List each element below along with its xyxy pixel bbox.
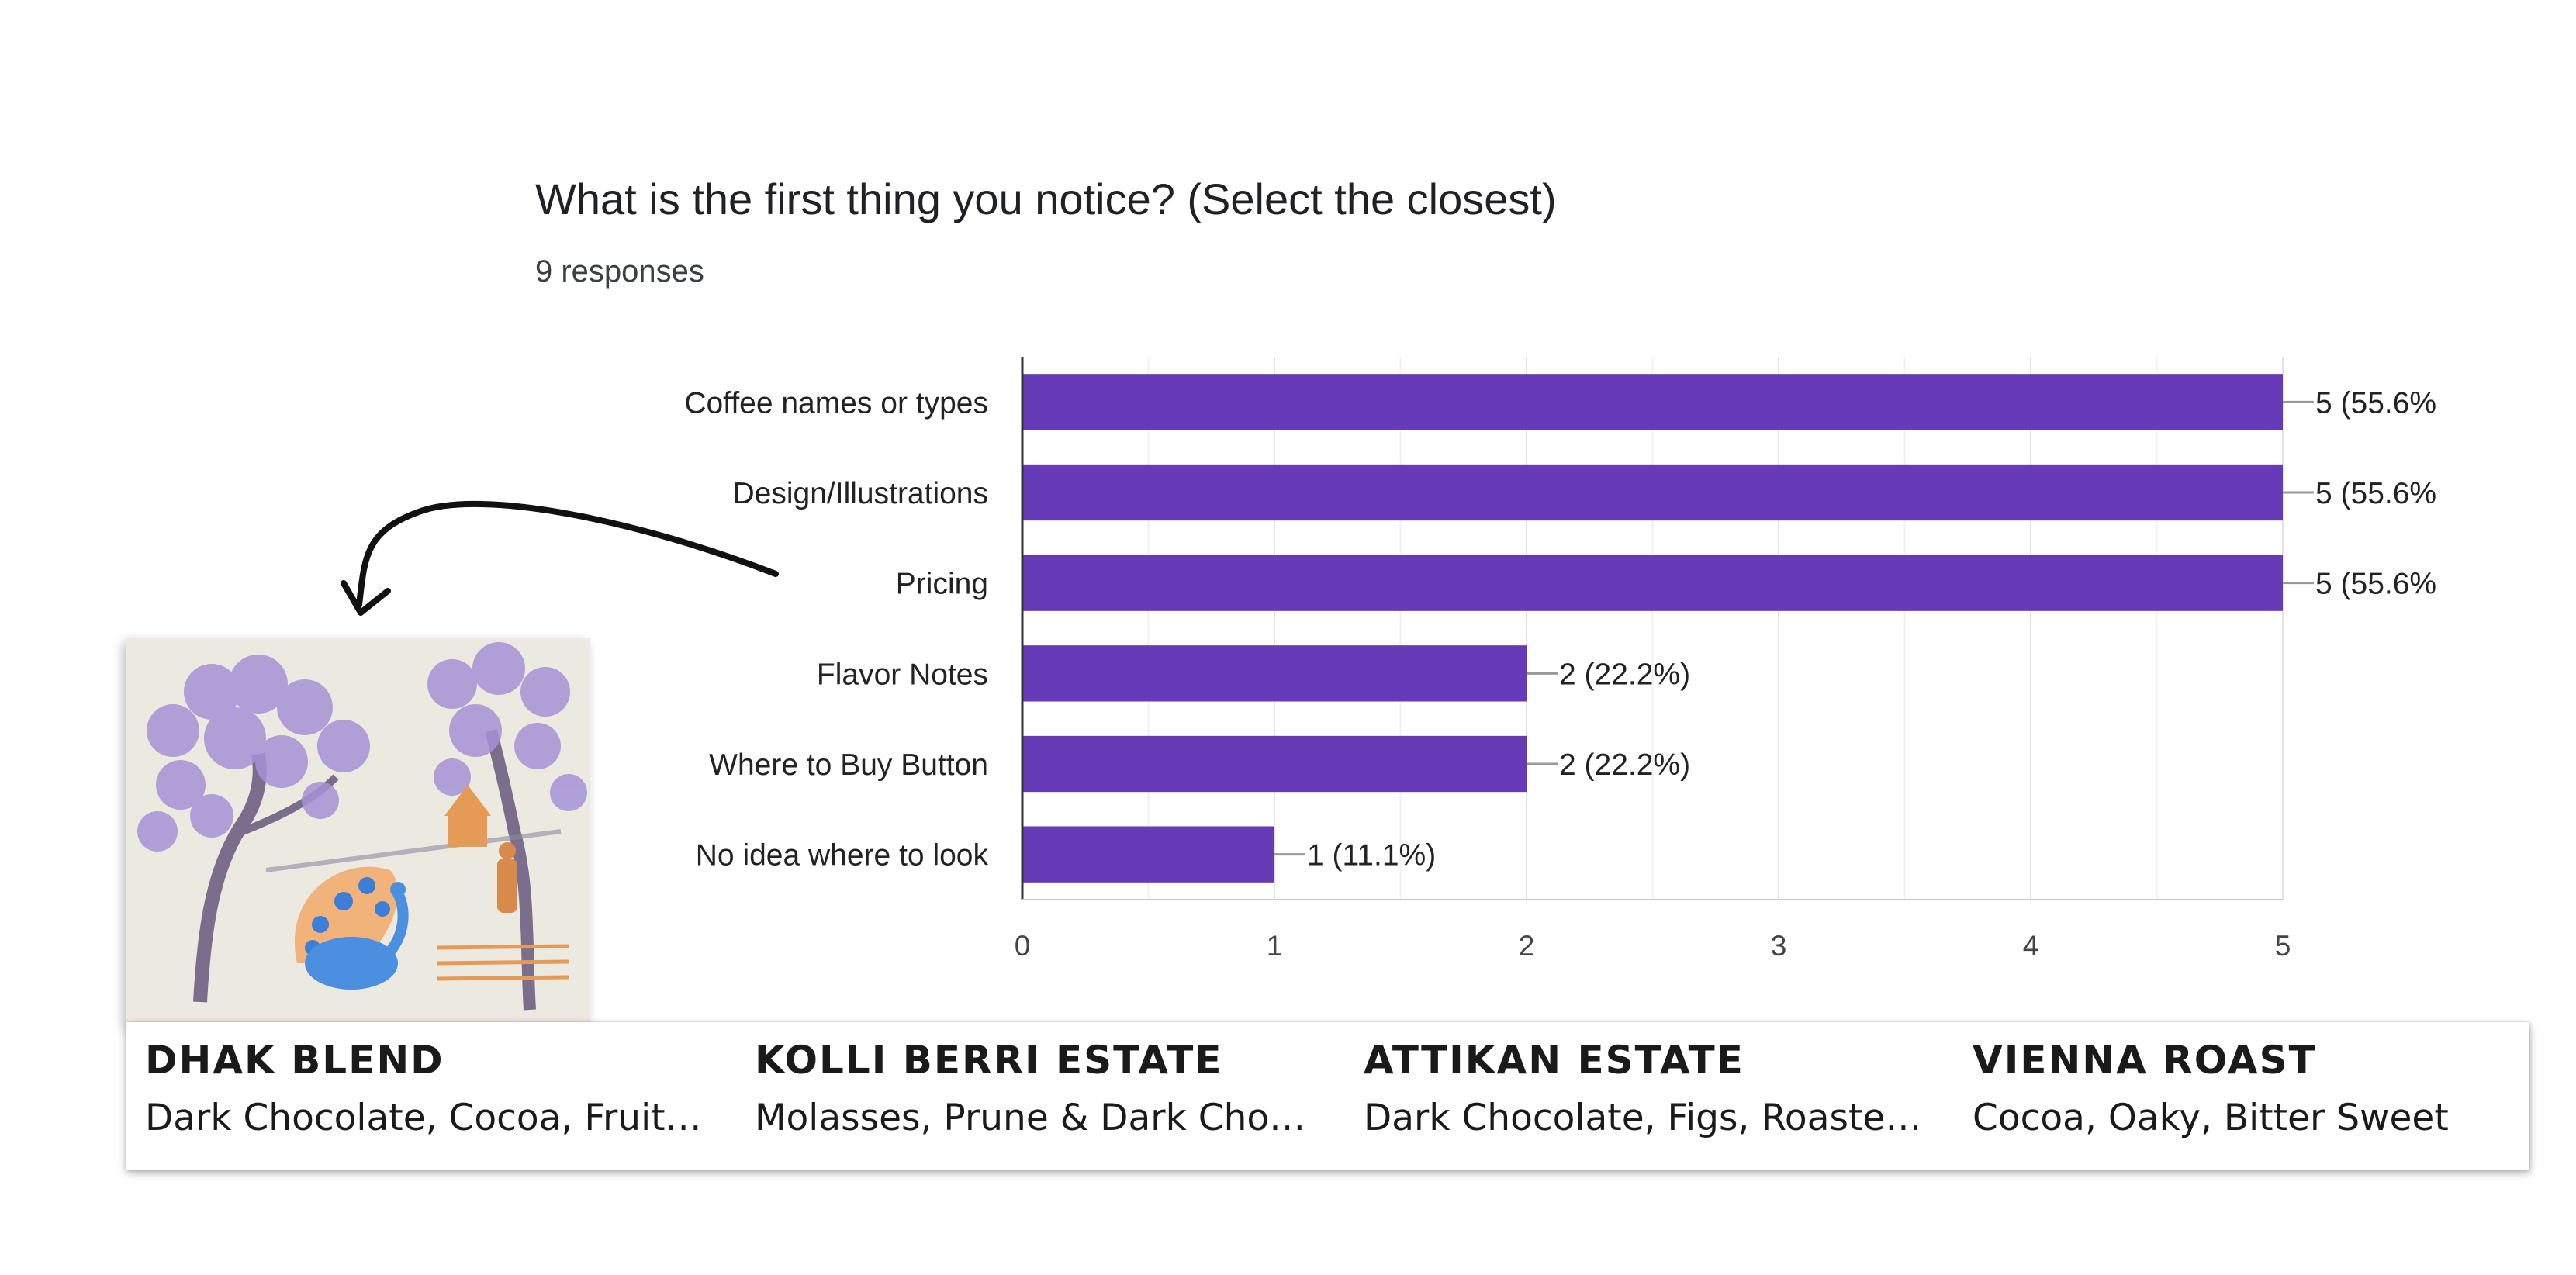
bar (1022, 374, 2283, 430)
category-label: Coffee names or types (684, 386, 988, 420)
data-label: 5 (55.6% (2315, 386, 2436, 420)
bar (1022, 555, 2283, 611)
category-label: Pricing (896, 568, 988, 601)
data-label: 5 (55.6% (2315, 477, 2436, 510)
data-label: 5 (55.6% (2315, 568, 2436, 601)
category-label: No idea where to look (696, 839, 989, 872)
x-tick-label: 5 (2275, 930, 2291, 962)
category-label: Design/Illustrations (733, 477, 988, 510)
product-name: ATTIKAN ESTATE (1364, 1038, 1744, 1083)
product-card[interactable]: KOLLI BERRI ESTATE Molasses, Prune & Dar… (755, 1038, 1336, 1139)
bar (1022, 735, 1527, 793)
product-name: DHAK BLEND (145, 1038, 444, 1083)
product-flavor-notes: Dark Chocolate, Cocoa, Fruit ... (145, 1097, 704, 1139)
bar (1022, 645, 1527, 702)
product-name: VIENNA ROAST (1973, 1038, 2317, 1083)
x-tick-label: 0 (1015, 930, 1031, 962)
category-label: Flavor Notes (817, 658, 988, 691)
coffee-bag-image (126, 638, 590, 1024)
product-card[interactable]: VIENNA ROAST Cocoa, Oaky, Bitter Sweet (1973, 1038, 2554, 1139)
peacock-tree-icon (126, 638, 590, 1024)
question-title: What is the first thing you notice? (Sel… (535, 174, 1557, 223)
product-flavor-notes: Molasses, Prune & Dark Choc... (755, 1097, 1313, 1139)
data-label: 1 (11.1%) (1307, 839, 1436, 872)
bar (1022, 464, 2283, 521)
x-tick-label: 1 (1267, 930, 1283, 962)
x-tick-label: 2 (1519, 930, 1535, 962)
product-name: KOLLI BERRI ESTATE (755, 1038, 1223, 1083)
response-count: 9 responses (535, 254, 704, 289)
data-label: 2 (22.2%) (1559, 748, 1690, 782)
product-list: DHAK BLEND Dark Chocolate, Cocoa, Fruit … (126, 1022, 2529, 1170)
data-label: 2 (22.2%) (1559, 658, 1690, 691)
category-label: Where to Buy Button (709, 748, 988, 782)
bar (1022, 826, 1274, 883)
product-flavor-notes: Dark Chocolate, Figs, Roasted... (1364, 1097, 1922, 1139)
x-tick-label: 4 (2023, 930, 2039, 962)
product-card[interactable]: ATTIKAN ESTATE Dark Chocolate, Figs, Roa… (1364, 1038, 1945, 1139)
product-card[interactable]: DHAK BLEND Dark Chocolate, Cocoa, Fruit … (145, 1038, 727, 1139)
x-tick-label: 3 (1771, 930, 1787, 962)
product-flavor-notes: Cocoa, Oaky, Bitter Sweet (1973, 1097, 2449, 1139)
